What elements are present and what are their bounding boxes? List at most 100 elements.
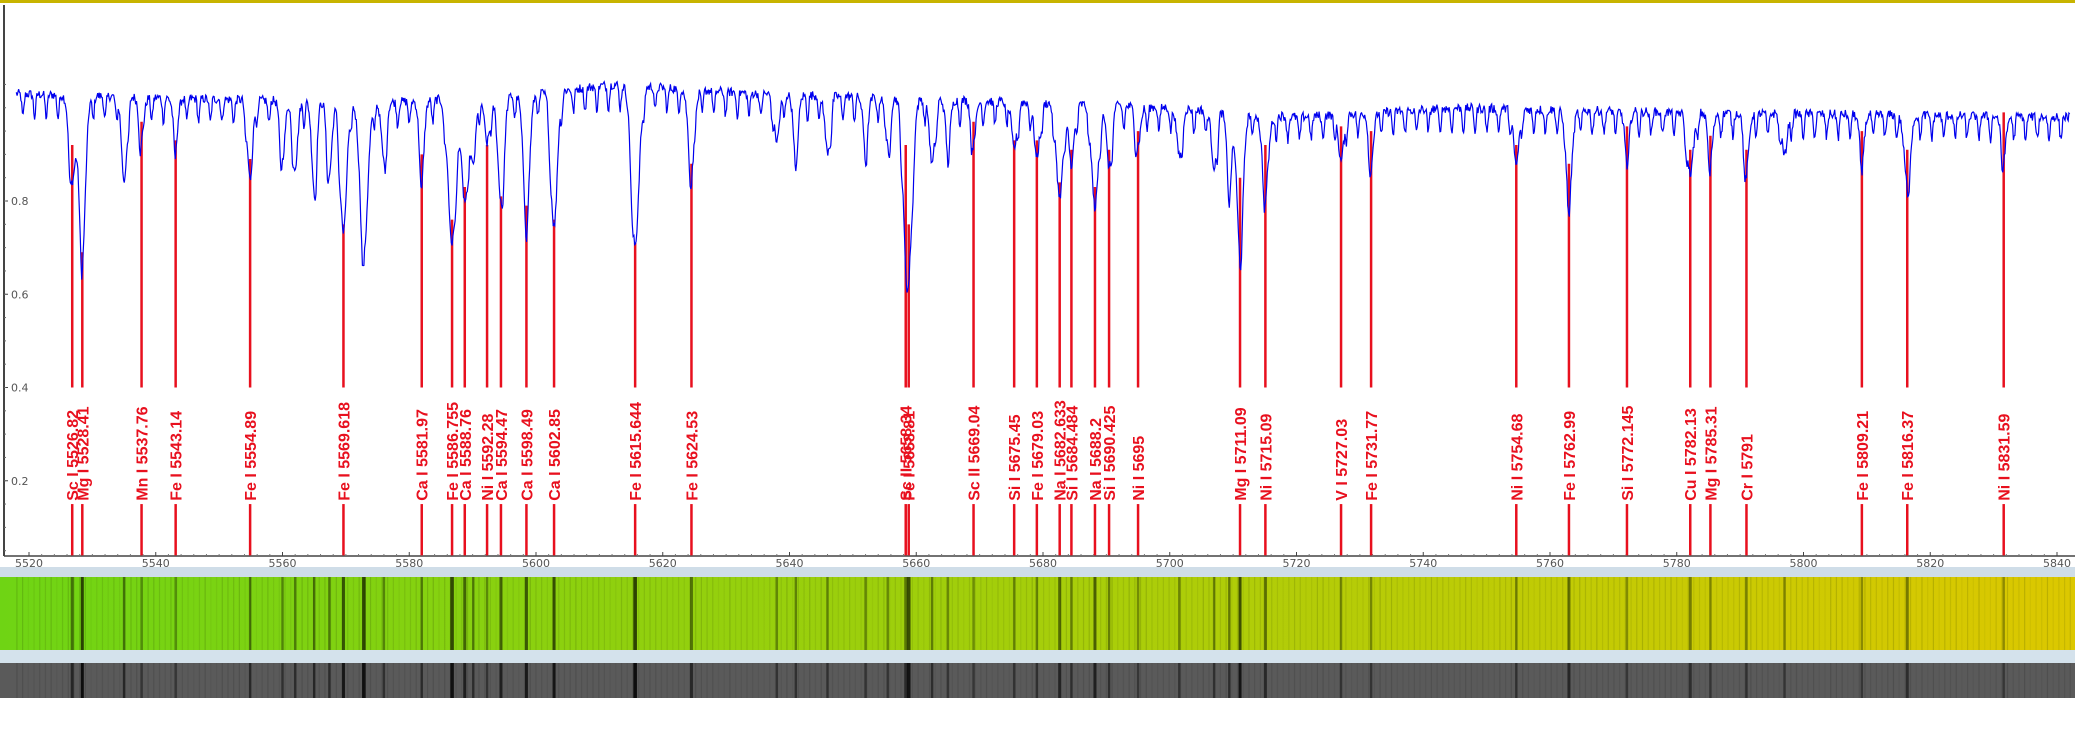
gray-band-texture (1305, 663, 1307, 698)
gray-band-line (2002, 663, 2005, 698)
color-band-line (463, 577, 467, 650)
gray-band-texture (1014, 663, 1016, 698)
color-band-texture (928, 577, 931, 650)
gray-band-texture (1465, 663, 1467, 698)
line-id-label: Si I 5690.425 (1102, 405, 1119, 500)
color-band-texture (957, 577, 959, 650)
color-band-texture (1037, 577, 1039, 650)
gray-band-texture (278, 663, 280, 698)
color-band-texture (1043, 577, 1045, 650)
color-band-texture (1778, 577, 1780, 650)
color-band-line (1136, 577, 1140, 650)
gray-band-texture (632, 663, 634, 698)
color-band-line (906, 577, 911, 650)
color-band-texture (1601, 577, 1604, 650)
gray-band-texture (238, 663, 240, 698)
color-band-texture (1550, 577, 1552, 650)
color-band-texture (2018, 577, 2020, 650)
line-id-label: Fe I 5615.644 (628, 402, 645, 501)
gray-band-texture (44, 663, 47, 698)
gray-band-texture (1738, 663, 1741, 698)
color-band-texture (2063, 577, 2066, 650)
color-band-texture (61, 577, 64, 650)
gray-band-texture (1071, 663, 1073, 698)
gray-band-texture (1852, 663, 1855, 698)
gray-band-line (826, 663, 829, 698)
gray-band-texture (1105, 663, 1107, 698)
gray-band-texture (598, 663, 600, 698)
gray-band-texture (227, 663, 229, 698)
gray-band-texture (267, 663, 269, 698)
gray-band-texture (1271, 663, 1273, 698)
color-band-texture (934, 577, 936, 650)
gray-band-texture (1984, 663, 1986, 698)
color-band-texture (546, 577, 548, 650)
gray-band-line (1709, 663, 1712, 698)
gray-band-texture (118, 663, 121, 698)
color-band-texture (1088, 577, 1090, 650)
color-band-texture (1259, 577, 1261, 650)
gray-band-texture (1487, 663, 1490, 698)
line-id-label: Fe I 5624.53 (684, 411, 701, 501)
color-band-texture (1003, 577, 1005, 650)
color-band-texture (672, 577, 674, 650)
color-band-texture (369, 577, 372, 650)
color-band-texture (1071, 577, 1073, 650)
gray-band-texture (1898, 663, 1900, 698)
gray-band-texture (506, 663, 509, 698)
gray-band-texture (409, 663, 412, 698)
color-band-texture (284, 577, 286, 650)
gray-band-line (1515, 663, 1518, 698)
color-band-line (485, 577, 489, 650)
gray-band-texture (1408, 663, 1410, 698)
gray-band-texture (1214, 663, 1216, 698)
color-band-texture (2046, 577, 2049, 650)
gray-band-texture (233, 663, 235, 698)
color-band-line (248, 577, 252, 650)
gray-band-texture (894, 663, 896, 698)
gray-band-texture (712, 663, 714, 698)
gray-band-texture (1704, 663, 1706, 698)
color-band-line (689, 577, 693, 650)
color-band-texture (1539, 577, 1541, 650)
color-band-line (775, 577, 779, 650)
color-band-texture (740, 577, 742, 650)
color-band-texture (398, 577, 400, 650)
gray-band-texture (1750, 663, 1752, 698)
color-band-line (499, 577, 503, 650)
line-id-label: Fe I 5731.77 (1364, 411, 1381, 501)
line-id-label: Fe I 5658.81 (902, 411, 919, 501)
color-band-texture (763, 577, 765, 650)
color-band-texture (1904, 577, 1906, 650)
color-band-texture (1271, 577, 1273, 650)
color-band-texture (16, 577, 18, 650)
gray-band-texture (1818, 663, 1820, 698)
gray-band-texture (387, 663, 389, 698)
gray-band-texture (375, 663, 377, 698)
gray-band-texture (603, 663, 606, 698)
line-id-label: Mg I 5785.31 (1703, 406, 1720, 500)
color-band-texture (56, 577, 58, 650)
color-band-texture (1379, 577, 1381, 650)
color-band-texture (826, 577, 828, 650)
color-band-line (826, 577, 829, 650)
color-band-texture (2006, 577, 2009, 650)
gray-band-texture (1630, 663, 1632, 698)
color-band-texture (1984, 577, 1986, 650)
color-band-texture (1727, 577, 1729, 650)
color-band-texture (1824, 577, 1826, 650)
gray-band-line (1860, 663, 1864, 698)
color-band-texture (666, 577, 668, 650)
color-band-texture (387, 577, 389, 650)
color-band-texture (455, 577, 457, 650)
gray-band-texture (535, 663, 537, 698)
color-band-texture (1054, 577, 1056, 650)
gray-band-texture (176, 663, 178, 698)
color-band-texture (1619, 577, 1621, 650)
color-band-texture (837, 577, 839, 650)
color-band-texture (1476, 577, 1478, 650)
gray-band-texture (1254, 663, 1256, 698)
color-band-texture (1864, 577, 1866, 650)
gray-band-line (485, 663, 489, 698)
gray-band-texture (575, 663, 577, 698)
